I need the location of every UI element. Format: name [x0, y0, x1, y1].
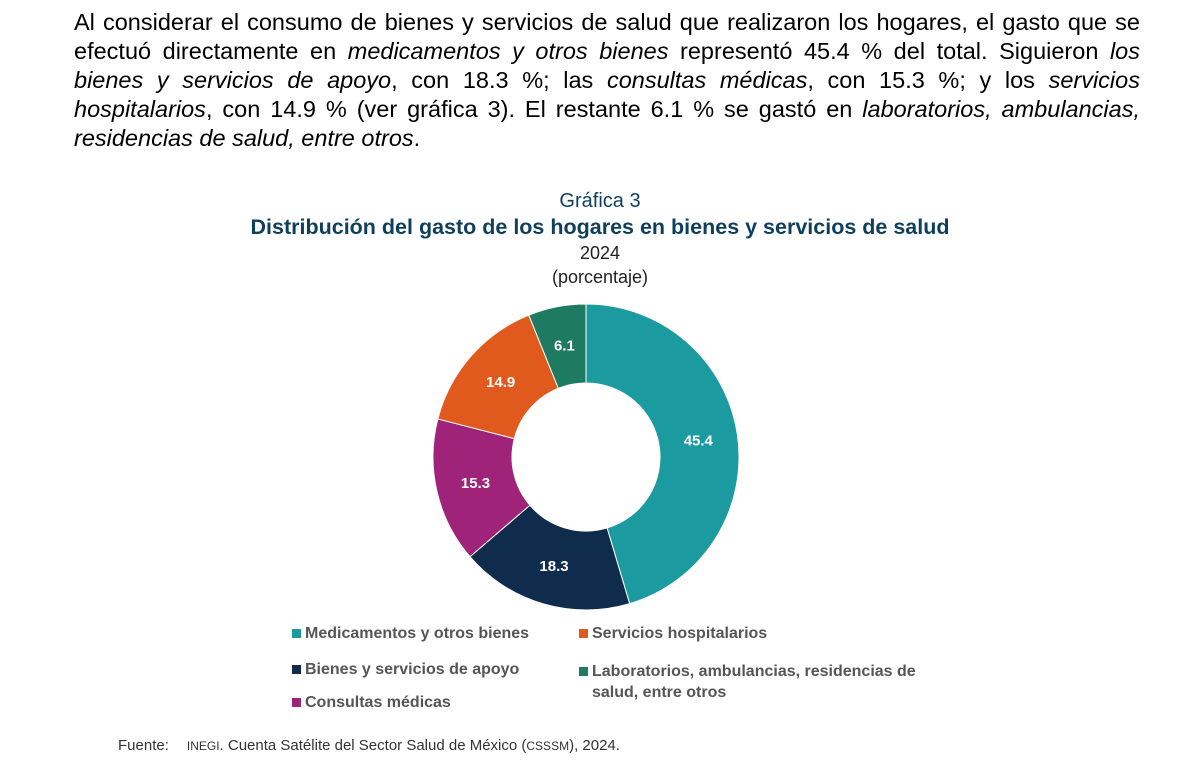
chart-unit: (porcentaje): [551, 267, 649, 287]
chart-title: Distribución del gasto de los hogares en…: [250, 215, 950, 239]
legend-label-medicamentos: Medicamentos y otros bienes: [305, 625, 530, 642]
slice-label-laboratorios: 6.1: [554, 338, 575, 355]
legend-item-apoyo: Bienes y servicios de apoyo: [292, 659, 519, 680]
paragraph-italic-4: servicios hospitalarios: [74, 67, 1140, 122]
legend-label-apoyo: Bienes y servicios de apoyo: [305, 661, 520, 678]
chart-year: 2024: [579, 243, 621, 263]
source-note: Fuente: INEGI. Cuenta Satélite del Sector…: [118, 737, 620, 754]
paragraph-text-2: representó 45.4 % del total. Siguieron: [668, 38, 1110, 64]
legend-swatch-consultas: [292, 698, 301, 707]
slice-label-medicamentos: 45.4: [684, 433, 714, 450]
legend-swatch-apoyo: [292, 665, 301, 674]
intro-paragraph: Al considerar el consumo de bienes y ser…: [74, 8, 1140, 153]
legend-swatch-medicamentos: [292, 629, 301, 638]
chart-label: Gráfica 3: [559, 190, 641, 212]
legend-item-consultas: Consultas médicas: [292, 692, 451, 713]
slice-label-apoyo: 18.3: [539, 558, 568, 575]
paragraph-text-3: , con 18.3 %; las: [391, 67, 607, 93]
slice-consultas: [432, 418, 531, 558]
slice-medicamentos: [585, 303, 740, 605]
paragraph-text-5: , con 14.9 % (ver gráfica 3). El restant…: [205, 96, 863, 122]
legend-swatch-hospitalarios: [579, 629, 588, 638]
legend-swatch-laboratorios: [579, 667, 588, 676]
legend-label-consultas: Consultas médicas: [305, 694, 451, 711]
source-abbr: CSSSM: [526, 739, 570, 753]
legend-item-medicamentos: Medicamentos y otros bienes: [292, 623, 529, 644]
paragraph-italic-3: consultas médicas: [606, 67, 808, 93]
slice-label-consultas: 15.3: [461, 475, 490, 492]
source-org: INEGI: [186, 739, 220, 753]
source-text-b: ), 2024.: [569, 737, 620, 754]
source-label: Fuente:: [118, 737, 169, 754]
paragraph-text-6: .: [413, 125, 421, 151]
paragraph-italic-5: laboratorios, ambulancias, residencias d…: [74, 96, 1140, 151]
legend-label-hospitalarios: Servicios hospitalarios: [592, 625, 768, 642]
legend-item-laboratorios: Laboratorios, ambulancias, residencias d…: [579, 661, 924, 703]
slice-laboratorios: [528, 303, 587, 390]
paragraph-text-1: Al considerar el consumo de bienes y ser…: [74, 9, 1140, 64]
paragraph-italic-1: medicamentos y otros bienes: [347, 38, 669, 64]
paragraph-italic-2: los bienes y servicios de apoyo: [74, 38, 1140, 93]
slice-apoyo: [469, 504, 631, 611]
legend-label-laboratorios: Laboratorios, ambulancias, residencias d…: [592, 663, 916, 701]
legend-item-hospitalarios: Servicios hospitalarios: [579, 623, 767, 644]
source-text-a: . Cuenta Satélite del Sector Salud de Mé…: [219, 737, 527, 754]
paragraph-text-4: , con 15.3 %; y los: [807, 67, 1049, 93]
slice-label-hospitalarios: 14.9: [486, 374, 515, 391]
